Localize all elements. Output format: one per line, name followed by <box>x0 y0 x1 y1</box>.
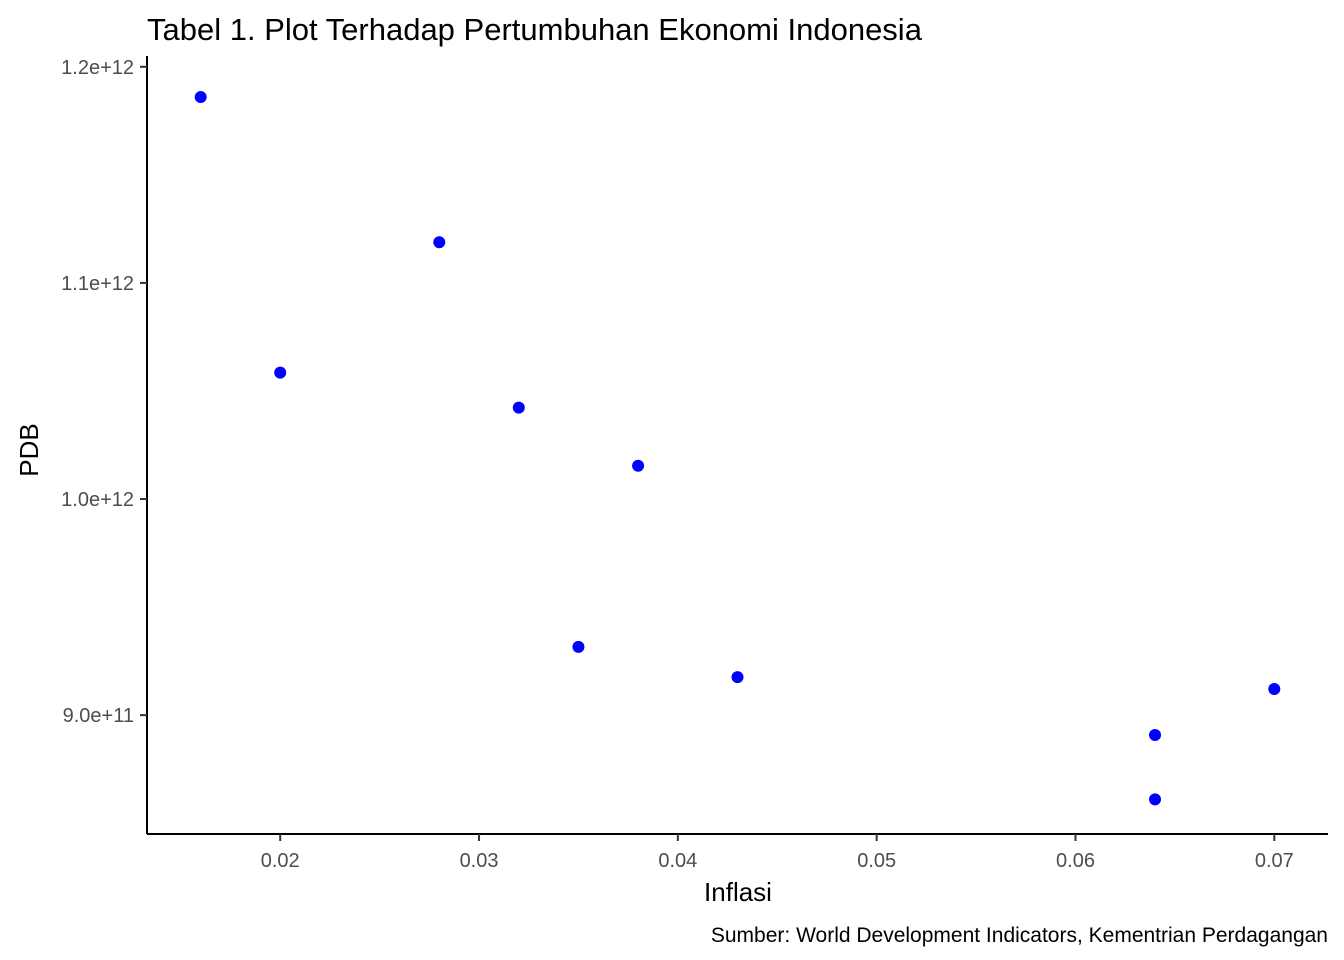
data-point <box>1268 682 1281 695</box>
x-tick-label: 0.02 <box>261 850 300 872</box>
x-tick-label: 0.04 <box>658 850 697 872</box>
x-tick-label: 0.06 <box>1056 850 1095 872</box>
x-axis-title: Inflasi <box>704 877 772 907</box>
data-point <box>194 91 207 104</box>
data-point <box>1149 793 1162 806</box>
y-tick-label: 1.0e+12 <box>61 489 134 511</box>
y-axis-title: PDB <box>14 423 44 476</box>
data-point <box>512 401 525 414</box>
data-point <box>433 236 446 249</box>
x-tick-label: 0.05 <box>857 850 896 872</box>
y-tick-label: 9.0e+11 <box>63 705 134 727</box>
chart-title: Tabel 1. Plot Terhadap Pertumbuhan Ekono… <box>147 12 923 47</box>
x-tick-label: 0.07 <box>1255 850 1294 872</box>
data-point <box>632 459 645 472</box>
data-point <box>274 366 287 379</box>
y-tick-label: 1.1e+12 <box>61 273 134 295</box>
chart-caption: Sumber: World Development Indicators, Ke… <box>711 924 1328 947</box>
plot-area: 0.02 0.03 0.04 0.05 0.06 0.07 9.0e+11 1.0e+12 1.… <box>61 56 1328 872</box>
data-point <box>1149 729 1162 742</box>
x-tick-label: 0.03 <box>460 850 499 872</box>
data-point <box>572 640 585 653</box>
data-point <box>731 671 744 684</box>
y-tick-label: 1.2e+12 <box>61 57 134 79</box>
